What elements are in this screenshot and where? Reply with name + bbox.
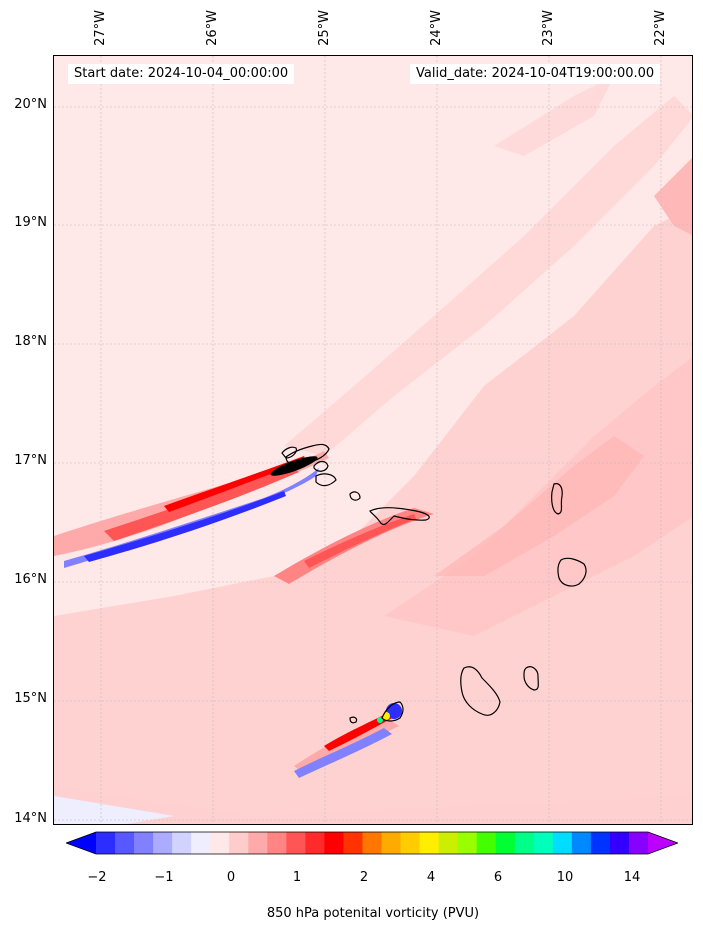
lat-label-18n: 18°N [14,334,47,349]
colorbar-segment [590,832,611,854]
lon-label-25w: 25°W [317,10,332,46]
colorbar-segment [495,832,516,854]
middle-pv-streamer [274,508,434,584]
pv-field-plot [54,56,692,824]
lat-label-16n: 16°N [14,572,47,587]
colorbar-segment [286,832,306,854]
colorbar-segment [324,832,344,854]
colorbar-tick: 6 [493,870,503,885]
colorbar-segment [533,832,554,854]
colorbar-segment [210,832,230,854]
colorbar-segment [514,832,535,854]
northern-pv-streamer [54,451,329,568]
colorbar-extend-min [66,832,96,854]
background-pv-field [54,76,692,824]
lon-label-26w: 26°W [205,10,220,46]
colorbar-segment [571,832,592,854]
colorbar-segment [419,832,440,854]
colorbar-tick: −2 [87,870,107,885]
colorbar-segment [552,832,573,854]
lon-label-27w: 27°W [93,10,108,46]
map-gridlines [54,56,692,824]
valid-date-label: Valid_date: 2024-10-04T19:00:00.00 [410,64,661,84]
map-panel [53,55,693,825]
colorbar-segment [343,832,363,854]
colorbar-segment [153,832,173,854]
colorbar-extend-max [648,832,678,854]
colorbar-segment [305,832,325,854]
colorbar-tick: −1 [154,870,174,885]
colorbar-tick: 10 [556,870,574,885]
cape-verde-coastlines [281,443,587,724]
colorbar-segment [476,832,497,854]
colorbar-tick: 4 [426,870,436,885]
colorbar-segment [362,832,383,854]
lat-label-17n: 17°N [14,453,47,468]
colorbar-segment [191,832,211,854]
colorbar-segment [248,832,268,854]
colorbar-segment [96,832,116,854]
colorbar-outline [66,831,678,855]
colorbar-tick: 1 [292,870,302,885]
colorbar-segment [438,832,459,854]
colorbar-tick: 2 [359,870,369,885]
lat-label-15n: 15°N [14,691,47,706]
colorbar-segment [609,832,630,854]
colorbar-tick: 14 [623,870,641,885]
colorbar-segment [115,832,135,854]
colorbar-segment [134,832,154,854]
colorbar-segment [628,832,649,854]
lat-label-20n: 20°N [14,97,47,112]
southern-pv-streamer [294,703,402,778]
lat-label-19n: 19°N [14,215,47,230]
colorbar-segment [172,832,192,854]
lon-label-24w: 24°W [429,10,444,46]
colorbar-segment [400,832,421,854]
colorbar-segment [381,832,402,854]
lon-label-23w: 23°W [541,10,556,46]
colorbar-label: 850 hPa potenital vorticity (PVU) [266,906,480,921]
start-date-label: Start date: 2024-10-04_00:00:00 [68,64,295,84]
colorbar-segment [229,832,249,854]
lat-label-14n: 14°N [14,811,47,826]
colorbar-tick: 0 [226,870,236,885]
colorbar-segment [267,832,287,854]
pv-colorbar [66,831,678,855]
colorbar-segment [457,832,478,854]
lon-label-22w: 22°W [653,10,668,46]
